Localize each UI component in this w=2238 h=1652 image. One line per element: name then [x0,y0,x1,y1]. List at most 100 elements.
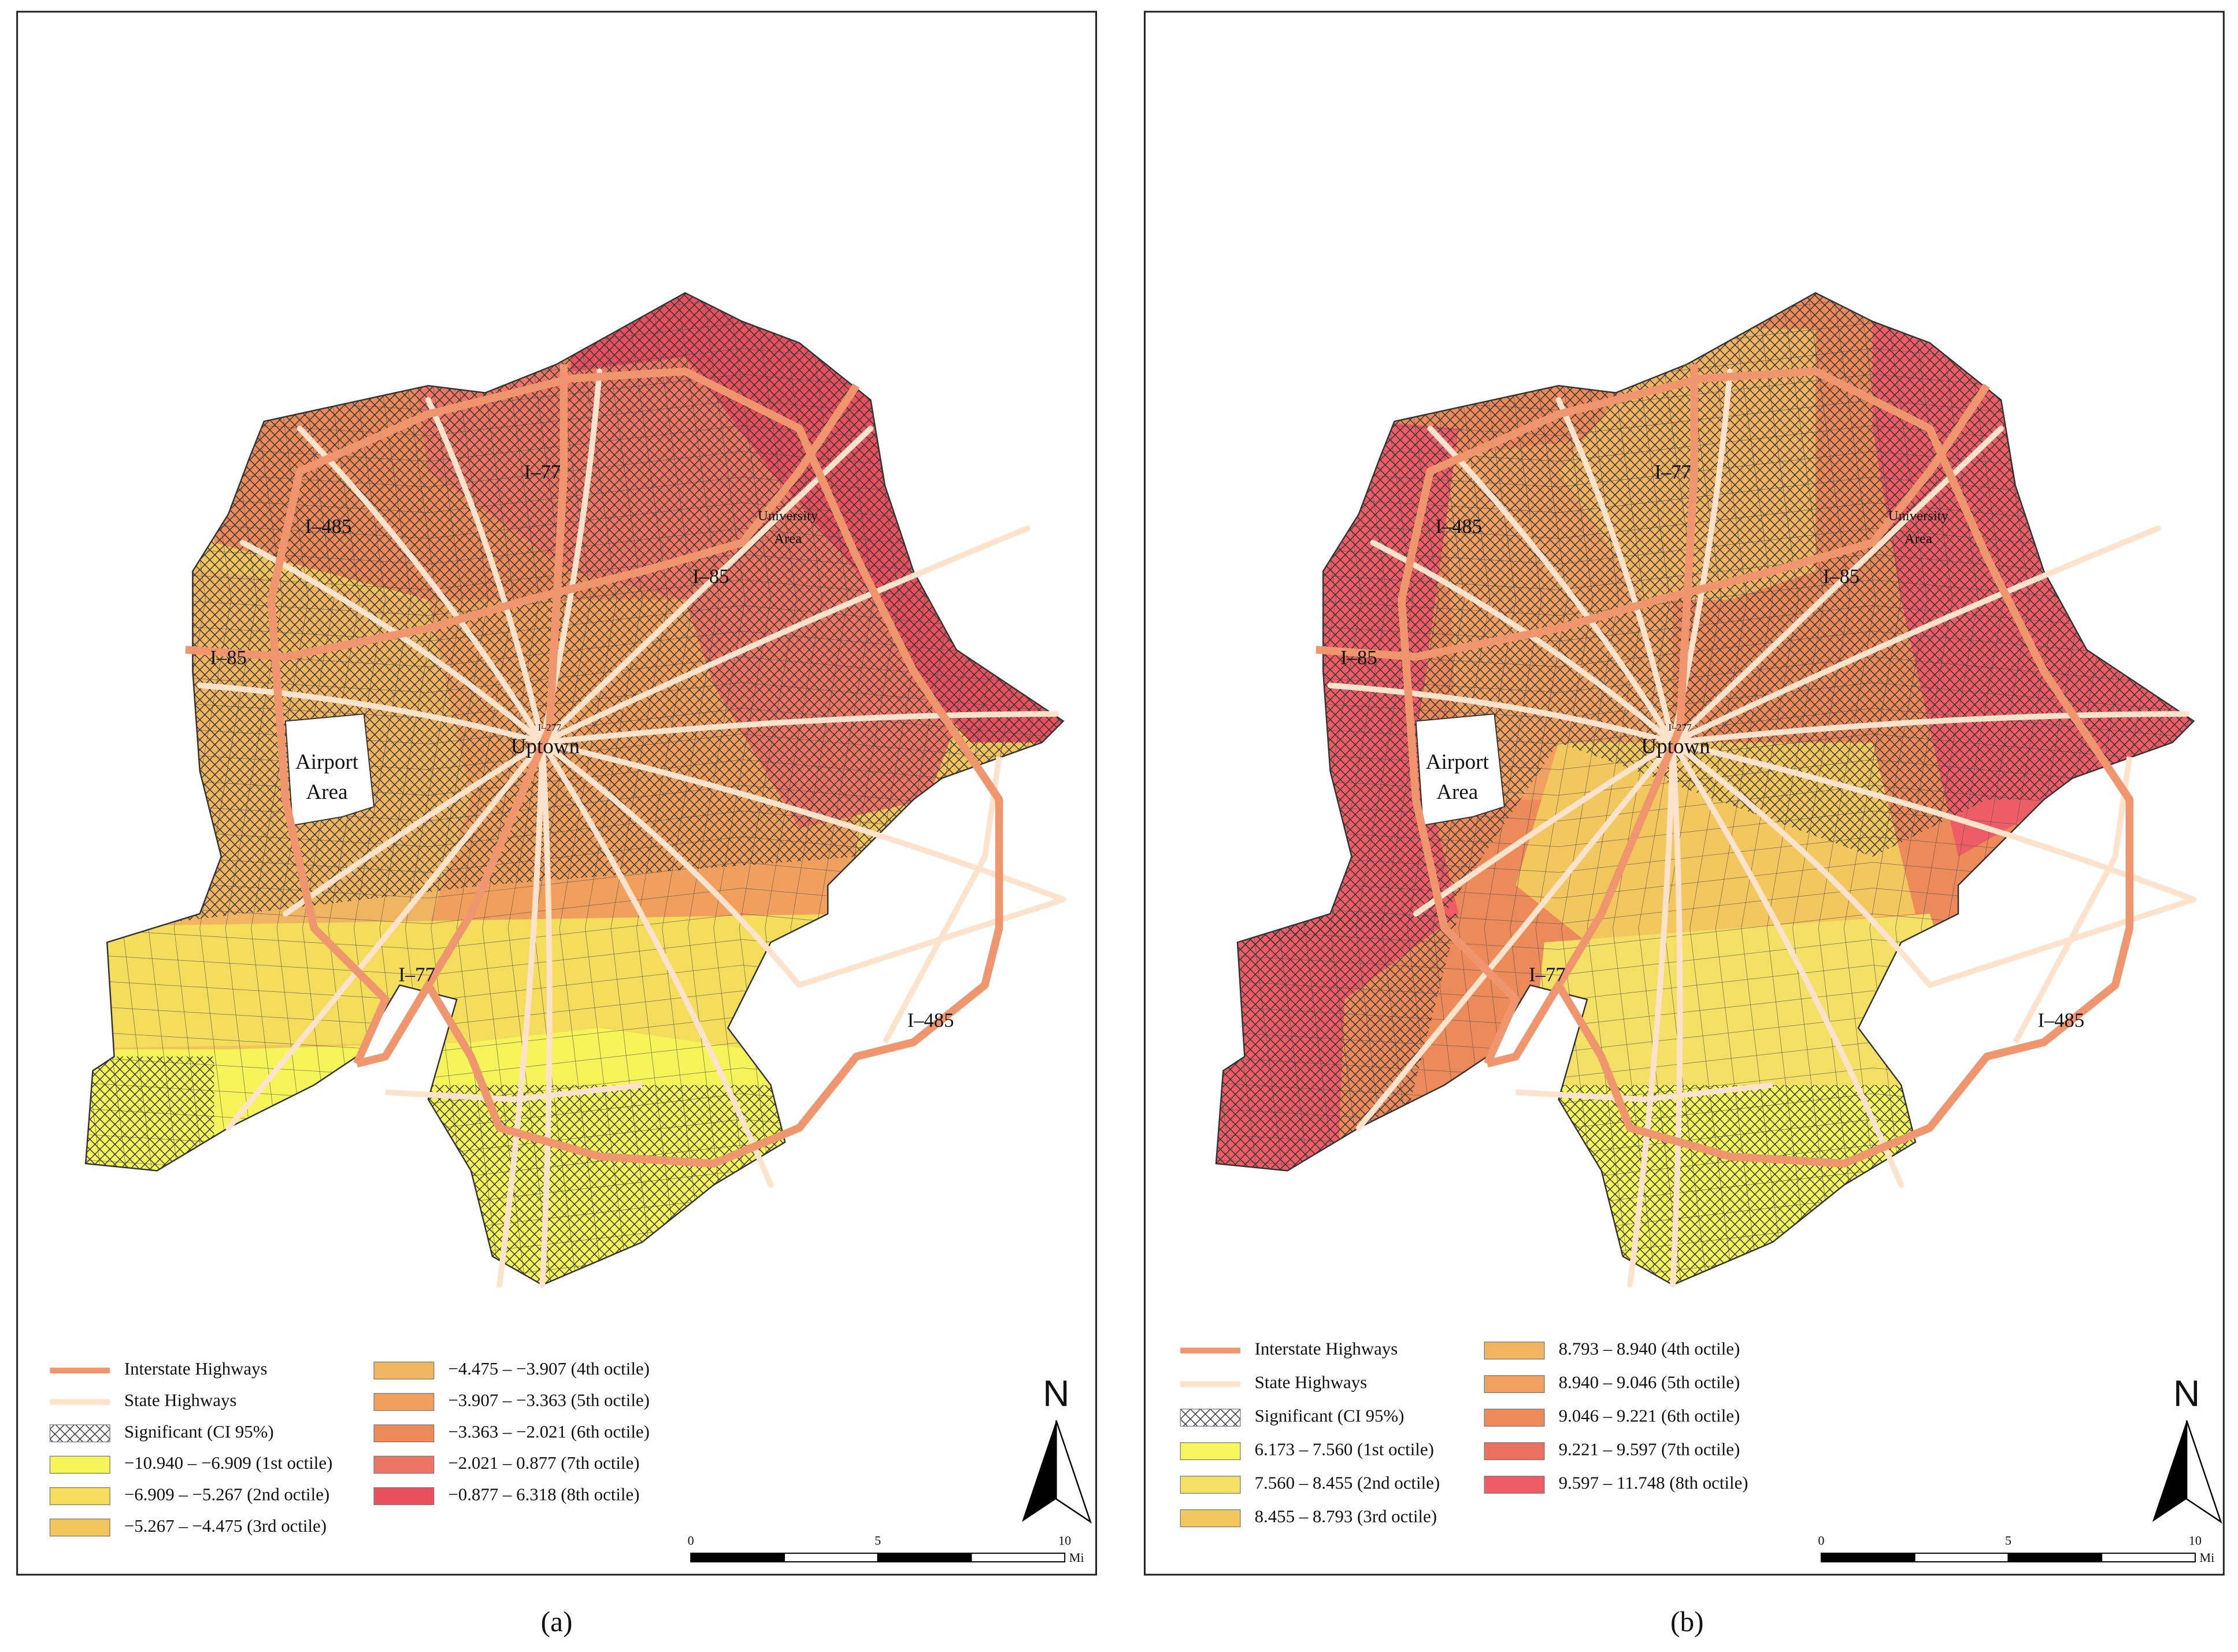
scale-tick-label: 10 [1058,1533,1071,1547]
tract-boundary [86,297,1064,334]
scale-tick-label: 5 [875,1533,881,1547]
legend-symbol [1180,1442,1241,1461]
legend-symbol [49,1518,110,1537]
interstate-highway [1316,383,1991,661]
legend-symbol [1180,1476,1241,1494]
state-highway [282,739,546,917]
place-label: Area [774,531,802,547]
legend-label: −2.021 – 0.877 (7th octile) [448,1453,639,1473]
tract-boundary [1073,286,1131,1285]
tract-boundary [1216,292,2194,308]
state-highway [539,711,1059,746]
scale-segment [690,1553,785,1562]
north-arrow [1022,1420,1057,1522]
tract-boundary [970,292,1028,1285]
county-outline [84,292,1065,1286]
state-highway [1427,425,1676,746]
tract-boundary [86,292,1064,308]
legend-label: 6.173 – 7.560 (1st octile) [1255,1440,1434,1460]
legend-label: Significant (CI 95%) [1255,1406,1405,1426]
place-label: I–277 [1668,722,1692,733]
scale-tick-label: 0 [1818,1533,1824,1547]
airport-area [1415,713,1505,826]
place-label: I–485 [907,1009,954,1031]
legend-label: 8.793 – 8.940 (4th octile) [1559,1339,1740,1359]
state-highway [496,739,546,1288]
place-label: I–485 [305,516,352,538]
scale-tick-label: 0 [688,1533,694,1547]
state-highway [1670,739,1933,988]
place-label: I–77 [524,461,561,483]
state-highway [539,739,774,1188]
place-label: I–85 [1823,565,1859,587]
legend-label: 8.455 – 8.793 (3rd octile) [1255,1507,1437,1527]
tract-boundary [86,1273,1064,1285]
legend-label: 7.560 – 8.455 (2nd octile) [1255,1473,1440,1493]
scale-segment [970,1553,1066,1562]
state-highway [425,397,546,746]
scale-segment [877,1553,972,1562]
legend-symbol [1180,1509,1241,1528]
tract-boundary [1216,1273,2194,1285]
state-highway [297,425,546,746]
legend-label: −6.909 – −5.267 (2nd octile) [124,1484,329,1504]
legend-symbol [1484,1442,1545,1461]
legend-label: 8.940 – 9.046 (5th octile) [1559,1373,1740,1392]
scale-unit: Mi [1069,1550,1084,1565]
north-arrow [2185,1420,2222,1524]
legend-label: −3.907 – −3.363 (5th octile) [448,1390,649,1410]
legend-label: −0.877 – 6.318 (8th octile) [448,1484,639,1504]
panel-frame [16,10,1097,1576]
interstate-highway [185,383,860,661]
place-label: I–85 [692,565,729,587]
legend-label: 9.221 – 9.597 (7th octile) [1559,1440,1740,1460]
place-label: I–77 [1529,964,1565,986]
legend-symbol [49,1487,110,1505]
legend-label: −10.940 – −6.909 (1st octile) [124,1453,333,1473]
state-highway [539,525,1031,746]
scale-segment [2007,1553,2103,1562]
place-label: Airport [1426,750,1489,774]
north-arrow [1055,1420,1092,1524]
legend-symbol [373,1424,435,1443]
place-label: Area [306,780,348,804]
place-label: Uptown [511,735,580,758]
legend-symbol [373,1361,435,1380]
legend-symbol [49,1424,110,1443]
state-highway [539,425,874,746]
interstate-highway [1398,367,2134,1168]
significance-hatch [86,1056,214,1285]
legend-label: −3.363 – −2.021 (6th octile) [448,1422,649,1442]
state-highway [1355,739,1676,1131]
state-highway [197,682,546,746]
place-label: University [758,508,818,524]
legend-symbol [373,1392,435,1411]
place-label: Uptown [1641,735,1710,758]
tract-boundary [2152,292,2194,1285]
legend-label: State Highways [124,1390,237,1410]
scale-unit: Mi [2199,1550,2214,1565]
scale-segment [1820,1553,1915,1562]
panel-caption: (a) [541,1606,573,1638]
scale-segment [2101,1553,2196,1562]
north-label: N [2173,1372,2200,1414]
state-highway [1670,711,2190,746]
place-label: Airport [295,750,359,774]
place-label: I–77 [398,964,435,986]
place-label: Area [1436,780,1478,804]
legend-label: Interstate Highways [1255,1339,1398,1359]
legend-label: Significant (CI 95%) [124,1422,274,1442]
map: I–485 I–77 University Area I–85 I–85 I–277 Upto… [1180,292,2222,1565]
place-label: I–485 [1435,516,1482,538]
place-label: I–85 [1340,647,1377,669]
panel-caption: (b) [1670,1606,1704,1638]
legend-symbol [1180,1409,1241,1427]
tract-boundary [2126,292,2184,1285]
legend-symbol [373,1487,435,1505]
state-highway [539,739,1066,903]
legend-symbol [373,1455,435,1474]
panel-frame [1143,10,2225,1576]
state-highway [1555,397,1676,746]
tract-boundary [1216,297,2194,334]
